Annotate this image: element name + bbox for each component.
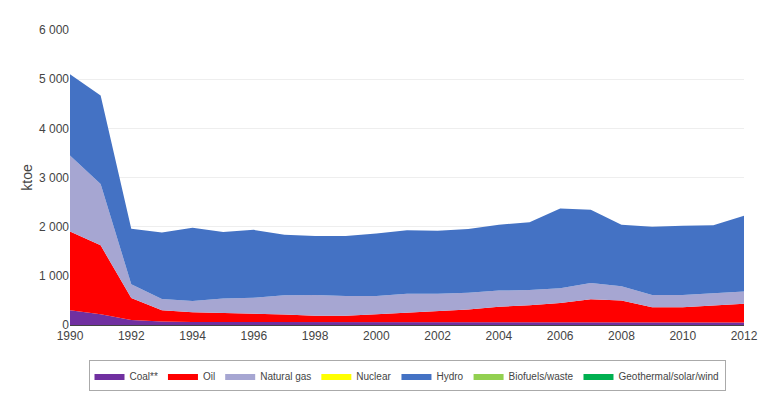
svg-text:Hydro: Hydro [436,371,463,382]
svg-text:1 000: 1 000 [39,269,69,283]
svg-text:2000: 2000 [363,329,390,343]
svg-text:2012: 2012 [731,329,758,343]
svg-text:0: 0 [62,318,69,332]
svg-text:1994: 1994 [179,329,206,343]
svg-text:5 000: 5 000 [39,72,69,86]
svg-text:2010: 2010 [669,329,696,343]
svg-text:1996: 1996 [240,329,267,343]
svg-text:1992: 1992 [118,329,145,343]
svg-text:2006: 2006 [547,329,574,343]
svg-text:Geothermal/solar/wind: Geothermal/solar/wind [618,371,718,382]
svg-text:4 000: 4 000 [39,122,69,136]
svg-text:6 000: 6 000 [39,23,69,37]
svg-text:Biofuels/waste: Biofuels/waste [509,371,574,382]
svg-text:1990: 1990 [57,329,84,343]
svg-text:1998: 1998 [302,329,329,343]
svg-text:Natural gas: Natural gas [260,371,311,382]
svg-text:ktoe: ktoe [19,164,35,191]
svg-text:2004: 2004 [486,329,513,343]
svg-text:2008: 2008 [608,329,635,343]
svg-text:Oil: Oil [203,371,215,382]
svg-text:Nuclear: Nuclear [356,371,391,382]
svg-text:2 000: 2 000 [39,220,69,234]
svg-text:Coal**: Coal** [130,371,158,382]
svg-text:2002: 2002 [424,329,451,343]
svg-text:3 000: 3 000 [39,171,69,185]
